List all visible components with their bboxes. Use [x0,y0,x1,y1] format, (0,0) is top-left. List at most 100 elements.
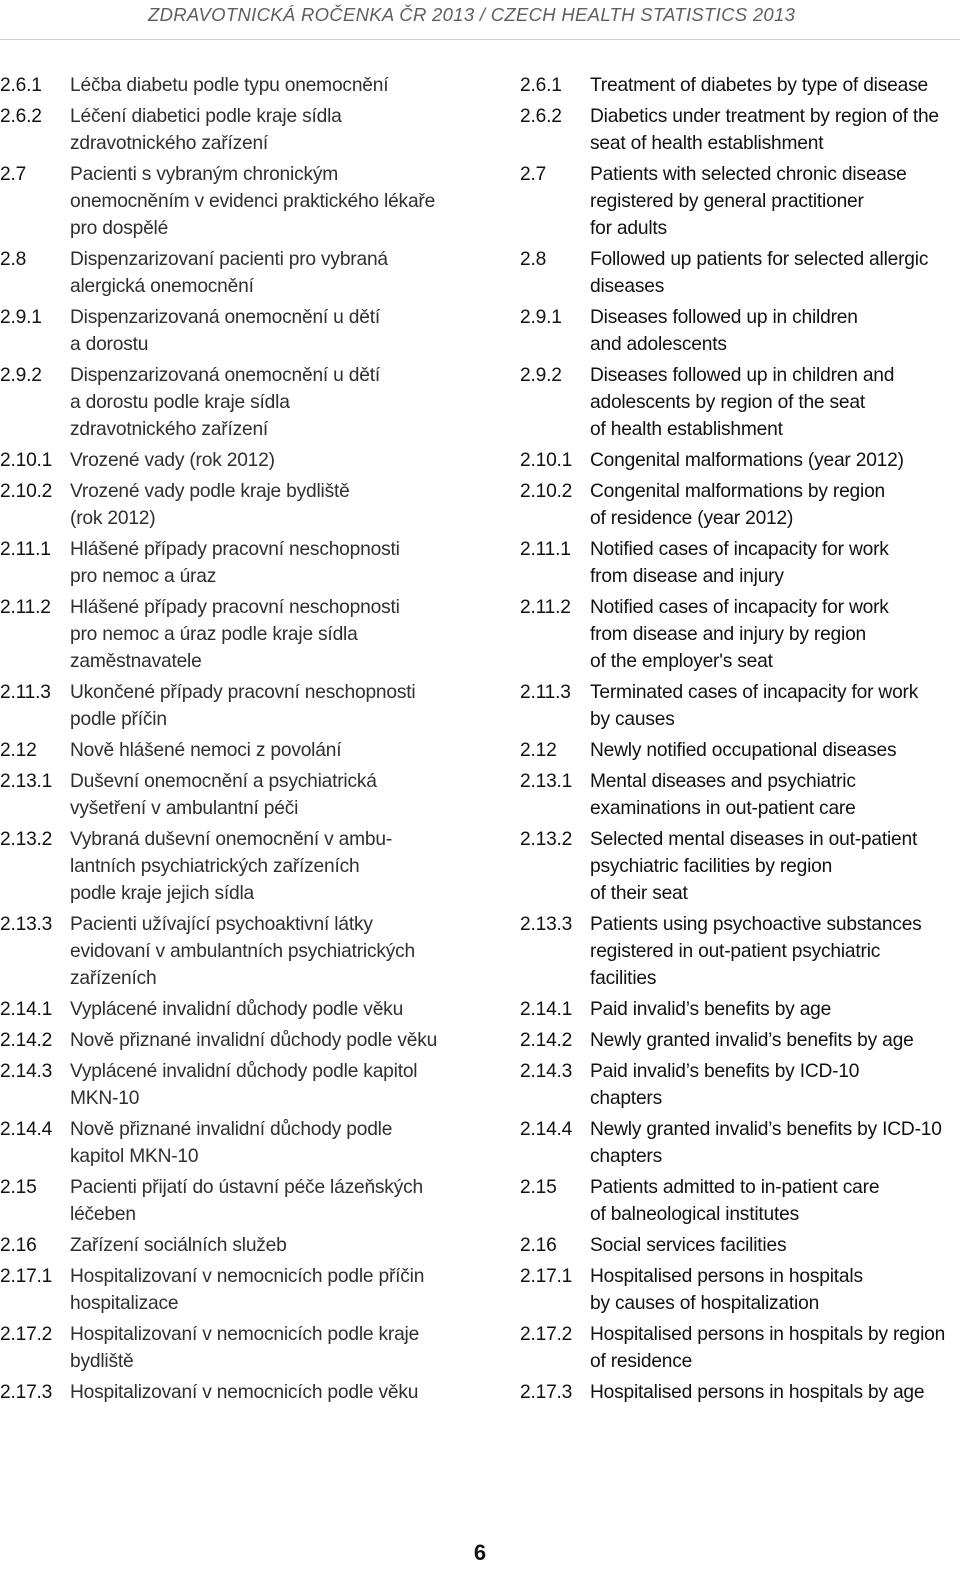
toc-entry-cz[interactable]: 2.6.2 Léčení diabetici podle kraje sídla … [0,103,520,157]
toc-entry-cz[interactable]: 2.16 Zařízení sociálních služeb [0,1232,520,1259]
toc-entry-title: Vrozené vady (rok 2012) [70,450,275,471]
toc-row: 2.11.3 Ukončené případy pracovní neschopn… [0,679,960,733]
toc-entry-en[interactable]: 2.10.2 Congenital malformations by region… [520,478,960,532]
toc-entry-en[interactable]: 2.14.1 Paid invalid’s benefits by age [520,996,960,1023]
toc-entry-en[interactable]: 2.9.2 Diseases followed up in children an… [520,362,960,443]
toc-entry-en[interactable]: 2.14.3 Paid invalid’s benefits by ICD-10 … [520,1058,960,1112]
toc-entry-cz[interactable]: 2.13.2 Vybraná duševní onemocnění v ambu-… [0,826,520,907]
toc-row: 2.10.1 Vrozené vady (rok 2012) 2.10.1 Conge… [0,447,960,474]
toc-entry-cz[interactable]: 2.11.2 Hlášené případy pracovní neschopno… [0,594,520,675]
toc-entry-number: 2.14.2 [0,1030,53,1051]
toc-entry-title: Pacienti užívající psychoaktivní látky e… [70,914,416,989]
toc-entry-en[interactable]: 2.17.3 Hospitalised persons in hospitals … [520,1379,960,1406]
toc-entry-title: Newly granted invalid’s benefits by ICD-… [590,1119,942,1167]
toc-entry-number: 2.14.4 [0,1119,53,1140]
toc-entry-cz[interactable]: 2.14.2 Nově přiznané invalidní důchody po… [0,1027,520,1054]
toc-entry-cz[interactable]: 2.8 Dispenzarizovaní pacienti pro vybraná… [0,246,520,300]
toc-entry-title: Patients with selected chronic disease r… [590,164,907,239]
toc-entry-number: 2.13.2 [520,829,573,850]
toc-row: 2.6.1 Léčba diabetu podle typu onemocnění… [0,72,960,99]
toc-entry-cz[interactable]: 2.14.4 Nově přiznané invalidní důchody po… [0,1116,520,1170]
toc-row: 2.14.4 Nově přiznané invalidní důchody po… [0,1116,960,1170]
toc-entry-cz[interactable]: 2.9.1 Dispenzarizovaná onemocnění u dětí … [0,304,520,358]
toc-entry-number: 2.9.1 [520,307,562,328]
toc-entry-title: Congenital malformations (year 2012) [590,450,904,471]
toc-entry-number: 2.13.1 [520,771,573,792]
toc-entry-cz[interactable]: 2.11.1 Hlášené případy pracovní neschopno… [0,536,520,590]
toc-entry-number: 2.9.2 [520,365,562,386]
toc-entry-title: Social services facilities [590,1235,787,1256]
toc-entry-en[interactable]: 2.14.4 Newly granted invalid’s benefits b… [520,1116,960,1170]
toc-entry-en[interactable]: 2.11.2 Notified cases of incapacity for w… [520,594,960,675]
toc-entry-en[interactable]: 2.10.1 Congenital malformations (year 201… [520,447,960,474]
toc-entry-cz[interactable]: 2.6.1 Léčba diabetu podle typu onemocnění [0,72,520,99]
toc-entry-cz[interactable]: 2.9.2 Dispenzarizovaná onemocnění u dětí … [0,362,520,443]
toc-row: 2.9.2 Dispenzarizovaná onemocnění u dětí … [0,362,960,443]
toc-entry-number: 2.17.2 [0,1324,53,1345]
toc-entry-number: 2.6.2 [520,106,562,127]
toc-entry-cz[interactable]: 2.17.3 Hospitalizovaní v nemocnicích podl… [0,1379,520,1406]
toc-entry-en[interactable]: 2.13.2 Selected mental diseases in out-pa… [520,826,960,907]
toc-entry-en[interactable]: 2.11.1 Notified cases of incapacity for w… [520,536,960,590]
toc-entry-cz[interactable]: 2.14.3 Vyplácené invalidní důchody podle … [0,1058,520,1112]
toc-entry-en[interactable]: 2.13.3 Patients using psychoactive substa… [520,911,960,992]
toc-entry-en[interactable]: 2.6.1 Treatment of diabetes by type of di… [520,72,960,99]
toc-entry-title: Hospitalised persons in hospitals by reg… [590,1324,946,1372]
toc-entry-en[interactable]: 2.12 Newly notified occupational diseases [520,737,960,764]
toc-entry-title: Hospitalised persons in hospitals by cau… [590,1266,863,1314]
toc-entry-title: Vybraná duševní onemocnění v ambu- lantn… [70,829,393,904]
toc-entry-number: 2.14.1 [520,999,573,1020]
toc-entry-en[interactable]: 2.11.3 Terminated cases of incapacity for… [520,679,960,733]
toc-entry-title: Hospitalizovaní v nemocnicích podle věku [70,1382,419,1403]
table-of-contents: 2.6.1 Léčba diabetu podle typu onemocnění… [0,72,960,1410]
toc-entry-title: Nově přiznané invalidní důchody podle ka… [70,1119,393,1167]
toc-entry-cz[interactable]: 2.13.3 Pacienti užívající psychoaktivní l… [0,911,520,992]
toc-entry-cz[interactable]: 2.17.1 Hospitalizovaní v nemocnicích podl… [0,1263,520,1317]
toc-entry-number: 2.10.2 [520,481,573,502]
toc-entry-title: Vyplácené invalidní důchody podle věku [70,999,404,1020]
toc-entry-cz[interactable]: 2.15 Pacienti přijatí do ústavní péče láz… [0,1174,520,1228]
toc-entry-title: Hlášené případy pracovní neschopnosti pr… [70,539,400,587]
toc-entry-number: 2.11.3 [0,682,51,703]
toc-entry-en[interactable]: 2.17.1 Hospitalised persons in hospitals … [520,1263,960,1317]
toc-entry-cz[interactable]: 2.11.3 Ukončené případy pracovní neschopn… [0,679,520,733]
toc-row: 2.14.2 Nově přiznané invalidní důchody po… [0,1027,960,1054]
toc-entry-title: Patients using psychoactive substances r… [590,914,922,989]
toc-entry-number: 2.6.2 [0,106,42,127]
toc-entry-title: Notified cases of incapacity for work fr… [590,539,889,587]
toc-entry-number: 2.10.2 [0,481,53,502]
toc-row: 2.11.2 Hlášené případy pracovní neschopno… [0,594,960,675]
toc-entry-title: Notified cases of incapacity for work fr… [590,597,889,672]
toc-entry-title: Hlášené případy pracovní neschopnosti pr… [70,597,400,672]
toc-entry-en[interactable]: 2.15 Patients admitted to in-patient care… [520,1174,960,1228]
toc-entry-en[interactable]: 2.16 Social services facilities [520,1232,960,1259]
toc-entry-en[interactable]: 2.7 Patients with selected chronic diseas… [520,161,960,242]
toc-entry-cz[interactable]: 2.10.1 Vrozené vady (rok 2012) [0,447,520,474]
toc-entry-cz[interactable]: 2.14.1 Vyplácené invalidní důchody podle … [0,996,520,1023]
toc-entry-number: 2.17.3 [520,1382,573,1403]
toc-entry-title: Dispenzarizovaná onemocnění u dětí a dor… [70,365,380,440]
toc-entry-number: 2.8 [0,249,27,270]
toc-entry-title: Hospitalised persons in hospitals by age [590,1382,925,1403]
toc-entry-en[interactable]: 2.6.2 Diabetics under treatment by region… [520,103,960,157]
toc-entry-cz[interactable]: 2.10.2 Vrozené vady podle kraje bydliště … [0,478,520,532]
toc-entry-cz[interactable]: 2.12 Nově hlášené nemoci z povolání [0,737,520,764]
toc-entry-number: 2.10.1 [0,450,53,471]
toc-entry-en[interactable]: 2.13.1 Mental diseases and psychiatric ex… [520,768,960,822]
toc-entry-number: 2.12 [520,740,557,761]
toc-entry-en[interactable]: 2.17.2 Hospitalised persons in hospitals … [520,1321,960,1375]
toc-entry-title: Vyplácené invalidní důchody podle kapito… [70,1061,418,1109]
toc-entry-en[interactable]: 2.9.1 Diseases followed up in children an… [520,304,960,358]
toc-entry-en[interactable]: 2.8 Followed up patients for selected all… [520,246,960,300]
toc-entry-cz[interactable]: 2.17.2 Hospitalizovaní v nemocnicích podl… [0,1321,520,1375]
toc-entry-number: 2.8 [520,249,547,270]
toc-entry-cz[interactable]: 2.7 Pacienti s vybraným chronickým onemoc… [0,161,520,242]
toc-row: 2.10.2 Vrozené vady podle kraje bydliště … [0,478,960,532]
toc-entry-cz[interactable]: 2.13.1 Duševní onemocnění a psychiatrická… [0,768,520,822]
toc-entry-title: Hospitalizovaní v nemocnicích podle kraj… [70,1324,420,1372]
toc-entry-en[interactable]: 2.14.2 Newly granted invalid’s benefits b… [520,1027,960,1054]
toc-row: 2.13.2 Vybraná duševní onemocnění v ambu-… [0,826,960,907]
toc-row: 2.12 Nově hlášené nemoci z povolání 2.12 Ne… [0,737,960,764]
toc-entry-number: 2.15 [520,1177,557,1198]
toc-entry-title: Paid invalid’s benefits by age [590,999,832,1020]
